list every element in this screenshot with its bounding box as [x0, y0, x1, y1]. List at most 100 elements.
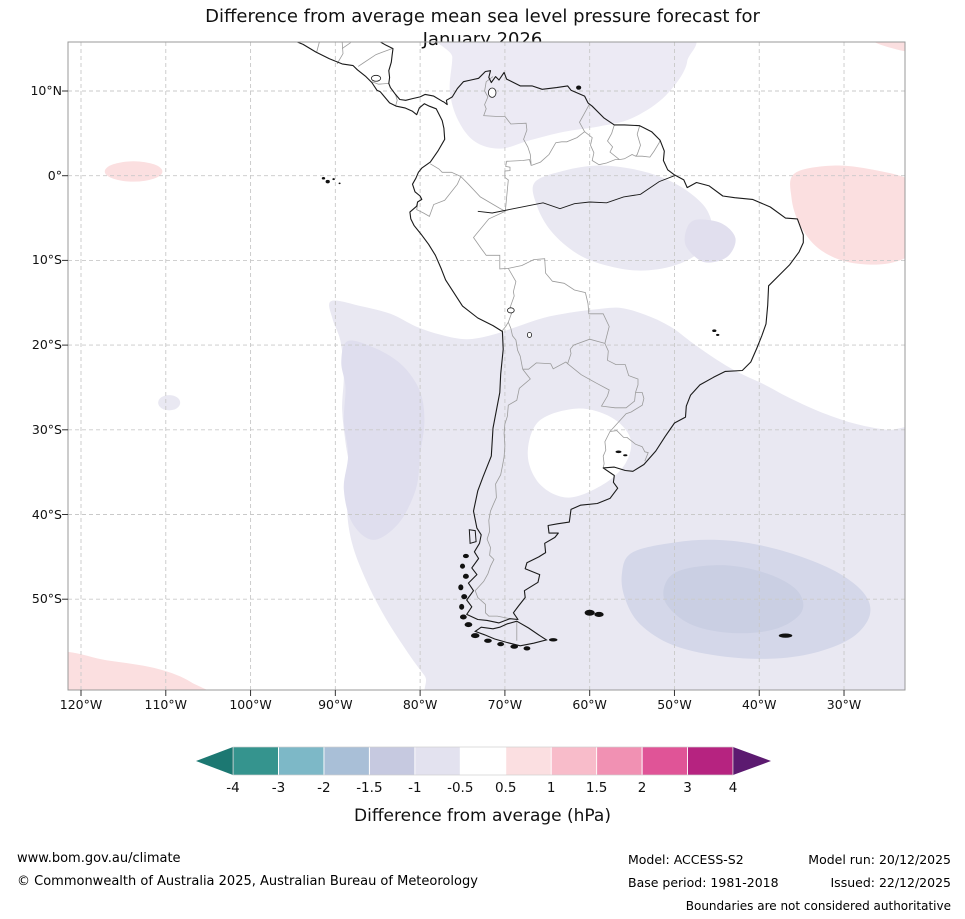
footer-copyright: © Commonwealth of Australia 2025, Austra…: [17, 874, 478, 889]
country-border: [507, 268, 517, 323]
lake: [526, 331, 533, 338]
anomaly-region: [790, 165, 905, 265]
lat-tick-label: 30°S: [31, 421, 62, 437]
colorbar-segment: [415, 747, 460, 775]
island: [623, 454, 628, 457]
country-border: [609, 392, 645, 432]
anomaly-shading: [68, 42, 905, 690]
island: [716, 333, 720, 336]
country-border: [474, 368, 531, 620]
island: [497, 641, 505, 647]
island: [523, 646, 531, 651]
footer-model-run: Model run: 20/12/2025: [808, 852, 951, 867]
colorbar-segment: [597, 747, 642, 775]
colorbar-outline: [232, 746, 734, 776]
island: [338, 182, 341, 185]
island: [548, 638, 558, 642]
country-border: [357, 48, 393, 67]
anomaly-region: [684, 219, 736, 263]
country-border: [472, 210, 509, 270]
anomaly-region: [874, 42, 905, 52]
anomaly-region: [341, 340, 425, 540]
colorbar-segment: [233, 747, 278, 775]
colorbar-tick-label: 1: [546, 780, 556, 796]
title-line-1: Difference from average mean sea level p…: [205, 6, 760, 27]
colorbar-tick-label: -0.5: [447, 780, 474, 796]
island: [712, 329, 717, 332]
lat-tick-label: 10°N: [30, 83, 62, 98]
footer-disclaimer: Boundaries are not considered authoritat…: [685, 899, 951, 913]
coastline-chiloe: [468, 529, 477, 544]
colorbar-segment: [551, 747, 597, 775]
lon-tick-label: 50°W: [657, 697, 692, 712]
island: [332, 178, 335, 181]
graticule-gridlines: [68, 42, 905, 690]
island: [459, 603, 465, 610]
colorbar-tick-label: 3: [683, 780, 692, 796]
island: [470, 633, 480, 639]
footer-base-period: Base period: 1981-2018: [628, 875, 779, 890]
anomaly-region: [68, 651, 208, 690]
colorbar-segment: [506, 747, 551, 775]
country-border: [579, 103, 591, 132]
colorbar-tick-label: -4: [226, 780, 240, 796]
country-border: [341, 42, 351, 49]
country-border: [522, 361, 568, 370]
country-border: [604, 343, 639, 393]
island: [576, 85, 582, 90]
colorbar-over-arrow: [733, 747, 771, 775]
country-border: [635, 125, 641, 157]
lon-tick-label: 60°W: [572, 697, 607, 712]
country-border: [635, 139, 661, 158]
island: [458, 584, 464, 591]
colorbar-segment: [642, 747, 688, 775]
island: [462, 553, 469, 559]
country-border: [607, 124, 620, 160]
island: [321, 176, 326, 180]
country-border: [584, 131, 620, 166]
island: [461, 594, 468, 600]
footer-issued: Issued: 22/12/2025: [830, 875, 952, 890]
coastline: [295, 42, 804, 647]
country-border: [531, 131, 585, 166]
anomaly-region: [329, 300, 905, 690]
colorbar-tick-label: 1.5: [585, 780, 608, 796]
colorbar-under-arrow: [196, 747, 233, 775]
lon-tick-label: 80°W: [402, 697, 438, 712]
colorbar-segment: [279, 747, 324, 775]
footer-model: Model: ACCESS-S2: [628, 852, 744, 867]
plot-frame: [62, 41, 906, 696]
anomaly-region: [532, 165, 713, 271]
colorbar-tick-label: -1.5: [356, 780, 383, 796]
amazon-river: [477, 175, 675, 214]
colorbar-segment: [369, 747, 415, 775]
anomaly-region: [158, 395, 181, 411]
anomaly-region: [436, 42, 697, 149]
country-border: [371, 81, 389, 85]
lon-tick-label: 100°W: [229, 697, 272, 712]
lon-tick-label: 90°W: [318, 697, 353, 712]
lake: [370, 74, 382, 82]
lon-tick-label: 110°W: [144, 697, 187, 712]
island: [594, 611, 604, 617]
country-border: [336, 42, 344, 65]
island: [459, 563, 466, 569]
country-border: [501, 321, 509, 332]
coastline-tierra-del-fuego: [474, 620, 548, 647]
colorbar-segment: [324, 747, 369, 775]
colorbar-tick-label: 4: [728, 780, 738, 796]
footer-url: www.bom.gov.au/climate: [17, 851, 181, 866]
lon-tick-label: 40°W: [741, 697, 777, 712]
lon-tick-label: 70°W: [487, 697, 523, 712]
colorbar: [196, 746, 771, 776]
island: [462, 573, 469, 579]
island: [484, 638, 492, 643]
colorbar-tick-label: -1: [408, 780, 422, 796]
island: [325, 179, 330, 184]
country-border: [430, 163, 461, 177]
country-border: [619, 154, 636, 160]
lat-tick-label: 10°S: [31, 252, 62, 268]
plot-border: [67, 41, 906, 691]
